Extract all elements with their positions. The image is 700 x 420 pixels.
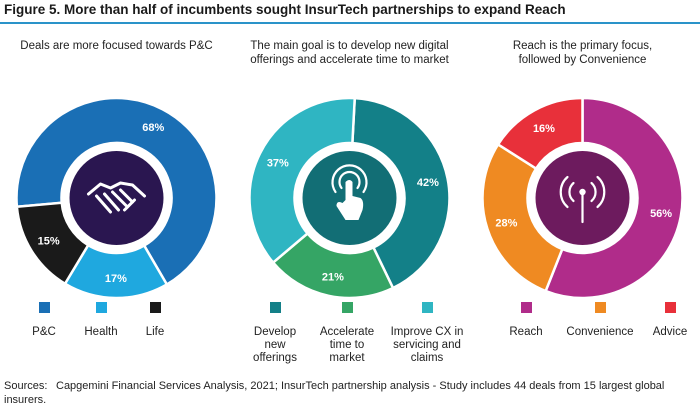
legend-label: Reach (509, 326, 543, 338)
legend-label: Advice (652, 326, 688, 338)
chart-legend: Reach Convenience Advice (466, 302, 699, 374)
slice-value-label: 37% (267, 157, 289, 169)
figure-title: Figure 5. More than half of incumbents s… (4, 2, 566, 17)
donut-chart: 68% 17% 15% (15, 96, 218, 300)
donut-slice (481, 142, 564, 293)
handshake-icon (87, 181, 146, 214)
donut-slice (544, 96, 684, 300)
title-divider (0, 22, 700, 24)
legend-label: Convenience (566, 326, 634, 338)
legend-item: Improve CX in servicing and claims (386, 302, 468, 365)
legend-swatch (421, 302, 433, 313)
chart-panel-focus-area: Reach is the primary focus, followed by … (466, 30, 699, 370)
donut-slice (15, 201, 90, 286)
slice-value-label: 68% (142, 122, 164, 134)
legend-item: Accelerate time to market (316, 302, 378, 365)
slice-value-label: 21% (322, 271, 344, 283)
legend-swatch (594, 302, 606, 313)
legend-item: Advice (630, 302, 700, 339)
legend-item: P&C (4, 302, 84, 339)
antenna-signal-icon (559, 175, 606, 224)
chart-subtitle: Deals are more focused towards P&C (20, 40, 213, 52)
sources-text: Capgemini Financial Services Analysis, 2… (4, 380, 665, 406)
legend-label: Develop new offerings (253, 326, 297, 364)
slice-value-label: 42% (417, 177, 439, 189)
legend-swatch (95, 302, 107, 313)
legend-item: Life (115, 302, 195, 339)
legend-item: Health (61, 302, 141, 339)
donut-slice (15, 96, 218, 287)
donut-chart: 42% 21% 37% (248, 96, 451, 300)
legend-item: Develop new offerings (244, 302, 306, 365)
chart-panel-insurance-type: Deals are more focused towards P&C 68% 17… (0, 30, 233, 370)
slice-value-label: 28% (495, 218, 517, 230)
sources-label: Sources: (4, 380, 48, 392)
legend-swatch (520, 302, 532, 313)
donut-chart: 56% 28% 16% (481, 96, 684, 300)
legend-item: Reach (486, 302, 566, 339)
legend-label: Accelerate time to market (319, 326, 375, 364)
legend-label: Life (145, 326, 165, 338)
donut-slice (351, 96, 451, 290)
legend-label: P&C (32, 326, 56, 338)
slice-value-label: 15% (38, 235, 60, 247)
legend-swatch (38, 302, 50, 313)
touch-hand-icon (331, 164, 368, 220)
legend-swatch (269, 302, 281, 313)
sources-note: Sources: Capgemini Financial Services Ana… (4, 379, 694, 407)
legend-label: Health (84, 326, 118, 338)
chart-legend: Develop new offerings Accelerate time to… (233, 302, 466, 374)
chart-subtitle: The main goal is to develop new digital … (250, 40, 449, 66)
donut-slice (496, 96, 584, 171)
legend-label: Improve CX in servicing and claims (390, 326, 464, 364)
slice-value-label: 56% (650, 208, 672, 220)
chart-legend: P&C Health Life (0, 302, 233, 374)
donut-slice (248, 96, 357, 265)
legend-swatch (664, 302, 676, 313)
chart-subtitle: Reach is the primary focus, followed by … (512, 40, 653, 66)
legend-item: Convenience (560, 302, 640, 339)
slice-value-label: 16% (533, 123, 555, 135)
legend-swatch (341, 302, 353, 313)
legend-swatch (149, 302, 161, 313)
slice-value-label: 17% (105, 273, 127, 285)
chart-panel-partnership-goal: The main goal is to develop new digital … (233, 30, 466, 370)
